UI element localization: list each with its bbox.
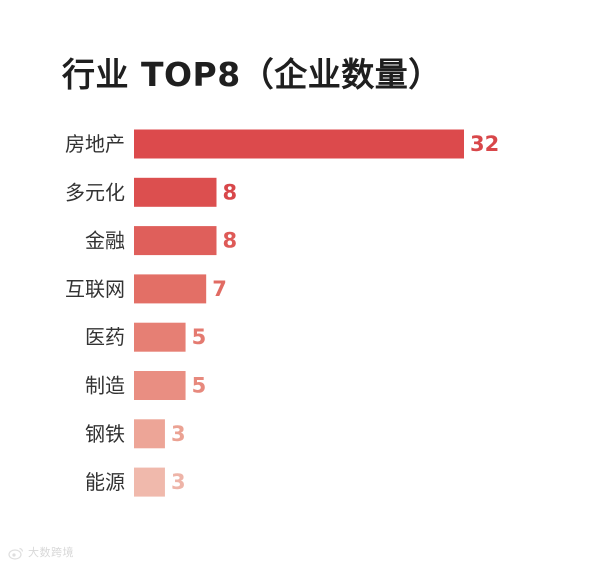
category-label: 金融 bbox=[85, 229, 125, 253]
value-label: 7 bbox=[212, 277, 227, 301]
value-label: 5 bbox=[192, 325, 207, 349]
chart-title: 行业 TOP8（企业数量） bbox=[62, 55, 442, 94]
bar bbox=[134, 129, 464, 159]
watermark: 大数跨境 bbox=[8, 544, 74, 560]
value-label: 32 bbox=[470, 132, 499, 156]
category-label: 制造 bbox=[85, 374, 125, 398]
bar bbox=[134, 274, 207, 304]
category-label: 多元化 bbox=[65, 180, 125, 204]
bar bbox=[134, 467, 165, 497]
value-label: 3 bbox=[171, 422, 186, 446]
bar bbox=[134, 226, 217, 256]
category-label: 钢铁 bbox=[85, 422, 125, 446]
value-label: 8 bbox=[223, 180, 238, 204]
value-label: 8 bbox=[223, 229, 238, 253]
watermark-text: 大数跨境 bbox=[28, 546, 74, 559]
category-label: 能源 bbox=[85, 470, 125, 494]
category-label: 医药 bbox=[85, 325, 125, 349]
category-label: 互联网 bbox=[65, 277, 125, 301]
value-label: 5 bbox=[192, 374, 207, 398]
weibo-logo-icon bbox=[8, 545, 24, 560]
category-label: 房地产 bbox=[65, 132, 125, 156]
bar bbox=[134, 371, 186, 400]
bar bbox=[134, 177, 217, 207]
bar bbox=[134, 419, 165, 449]
bar bbox=[134, 322, 186, 352]
value-label: 3 bbox=[171, 470, 186, 494]
